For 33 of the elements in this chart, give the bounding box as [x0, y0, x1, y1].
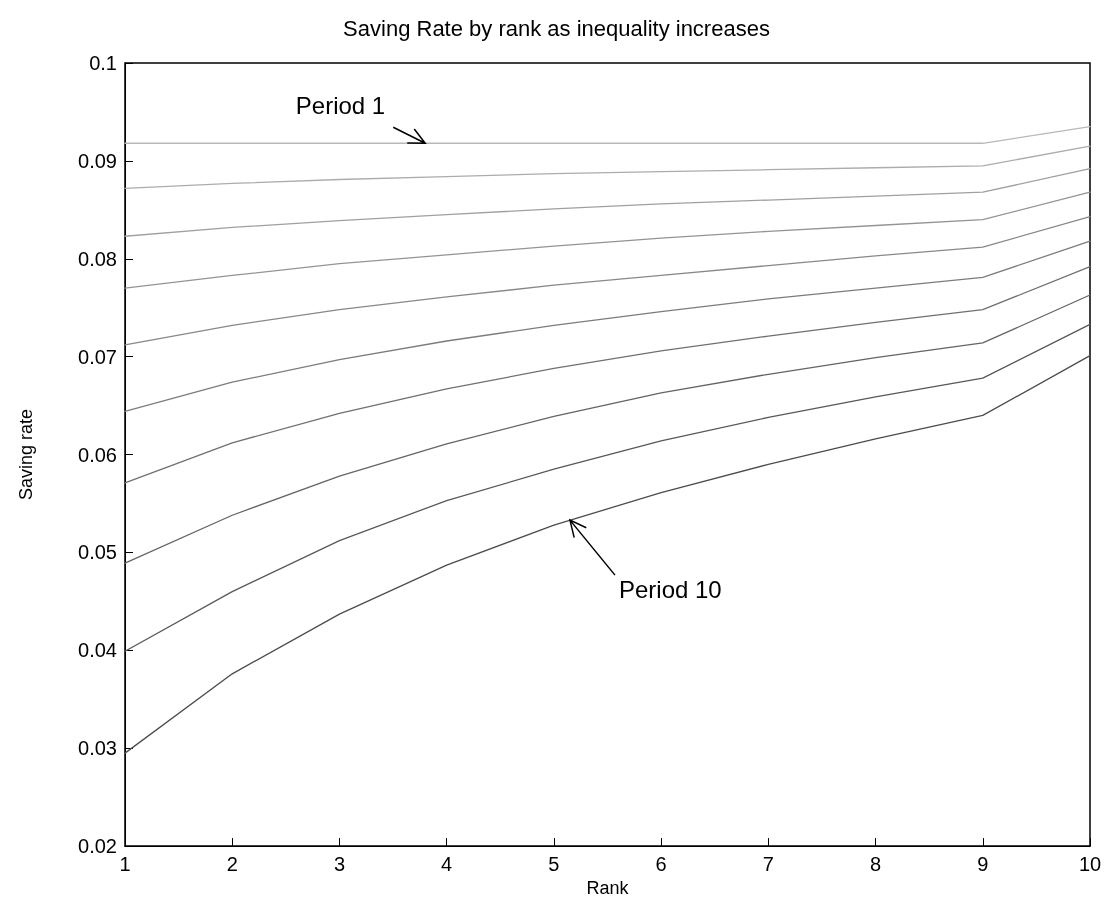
annotation: Period 1 — [295, 91, 386, 119]
line-series — [124, 240, 1091, 413]
line-series — [124, 216, 1091, 346]
x-axis-title: Rank — [586, 878, 630, 898]
line-series — [124, 145, 1091, 189]
annotation: Period 10 — [618, 575, 722, 603]
y-tick-label: 0.09 — [78, 149, 117, 172]
x-tick-label: 5 — [548, 853, 560, 876]
line-series — [124, 191, 1091, 289]
x-tick-label: 2 — [226, 853, 238, 876]
y-tick-label: 0.07 — [78, 345, 117, 368]
y-tick-label: 0.1 — [89, 52, 117, 74]
x-tick-label: 4 — [441, 853, 453, 876]
y-tick-label: 0.08 — [78, 247, 117, 270]
y-tick-label: 0.03 — [78, 737, 117, 760]
y-axis-title: Saving rate — [16, 409, 36, 501]
y-tick-label: 0.06 — [78, 443, 117, 466]
x-tick-label: 10 — [1078, 853, 1102, 876]
x-tick-label: 3 — [333, 853, 346, 876]
x-tick-label: 1 — [119, 853, 131, 876]
chart-title: Saving Rate by rank as inequality increases — [343, 15, 770, 41]
line-series — [124, 355, 1091, 754]
line-series — [124, 323, 1091, 652]
x-tick-label: 7 — [762, 853, 774, 876]
y-tick-label: 0.02 — [78, 835, 117, 858]
line-series — [124, 294, 1091, 564]
y-tick-label: 0.04 — [78, 639, 117, 662]
x-tick-label: 8 — [869, 853, 882, 876]
y-tick-label: 0.05 — [78, 541, 117, 564]
line-series — [124, 168, 1091, 237]
x-tick-label: 6 — [655, 853, 667, 876]
x-tick-label: 9 — [977, 853, 989, 876]
line-series — [124, 265, 1091, 484]
